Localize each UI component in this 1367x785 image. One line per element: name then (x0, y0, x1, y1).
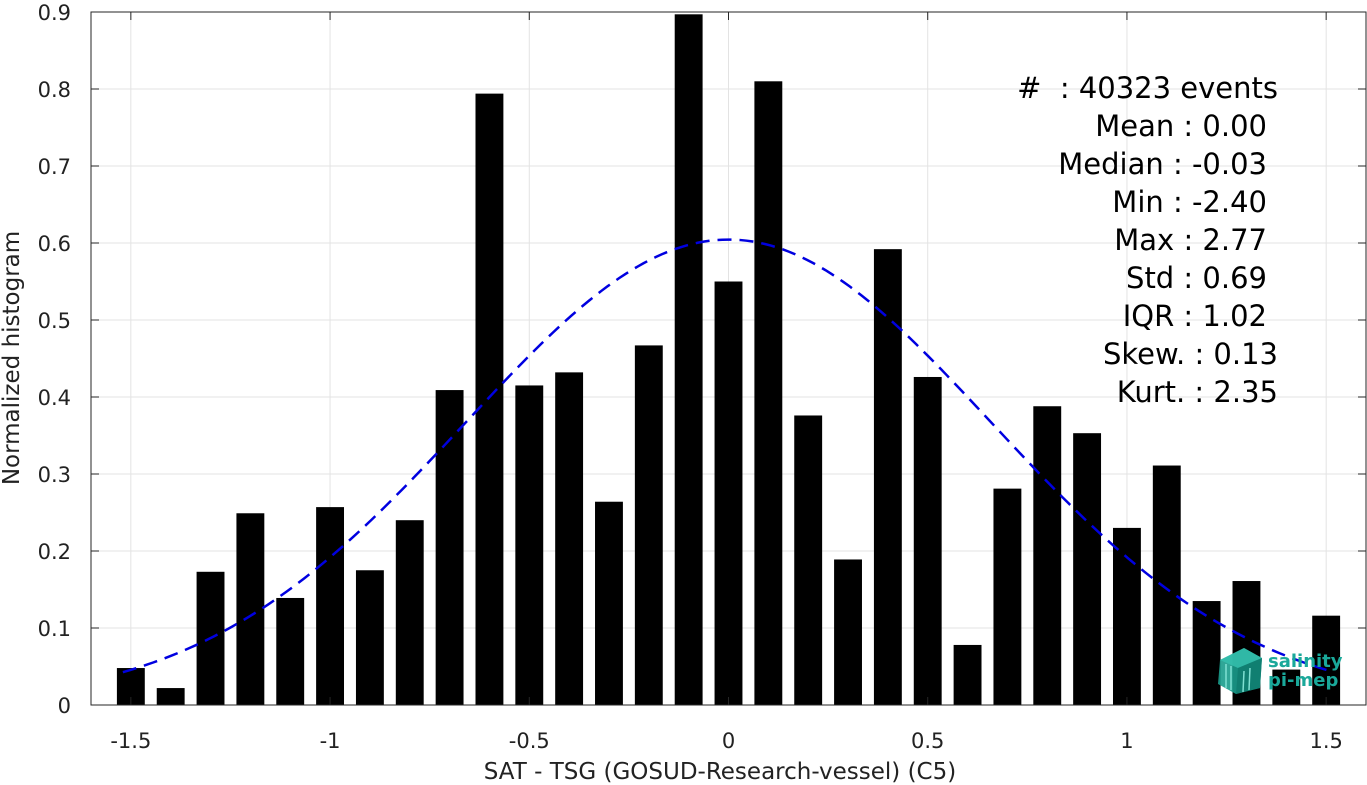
y-tick-label: 0.6 (38, 232, 71, 256)
x-tick-label: -1.5 (110, 729, 151, 753)
histogram-bar (674, 14, 703, 706)
histogram-bar (1312, 615, 1341, 705)
logo-text-pimep: pi-mep (1268, 670, 1338, 691)
histogram-bar (316, 507, 345, 705)
histogram-bar (1112, 527, 1141, 705)
histogram-bar (515, 385, 544, 705)
stat-iqr: IQR : 1.02 (1123, 299, 1267, 333)
histogram-bar (355, 570, 384, 705)
histogram-bar (993, 488, 1022, 705)
histogram-bar (555, 372, 584, 705)
x-tick-label: -1 (320, 729, 341, 753)
y-tick-labels: 0 0.1 0.2 0.3 0.4 0.5 0.6 0.7 0.8 0.9 (38, 1, 71, 718)
stat-min: Min : -2.40 (1112, 185, 1267, 219)
histogram-bar (873, 249, 902, 705)
histogram-bar (953, 644, 982, 705)
stat-kurt: Kurt. : 2.35 (1117, 375, 1278, 409)
x-tick-labels: -1.5 -1 -0.5 0 0.5 1 1.5 (110, 729, 1343, 753)
histogram-bar (1033, 406, 1062, 705)
salinity-pimep-logo: salinity pi-mep (1218, 648, 1343, 694)
histogram-bar (714, 281, 743, 705)
x-tick-label: 1 (1120, 729, 1133, 753)
histogram-bar (1192, 601, 1221, 705)
histogram-bar (1073, 433, 1102, 705)
x-tick-label: 0 (722, 729, 735, 753)
x-tick-label: 1.5 (1309, 729, 1342, 753)
stat-std: Std : 0.69 (1126, 261, 1267, 295)
histogram-bar (913, 376, 942, 705)
histogram-bar (834, 559, 862, 705)
histogram-bar (754, 81, 783, 706)
histogram-bar (595, 501, 623, 705)
gaussian-fit-curve (122, 238, 1335, 674)
stat-max: Max : 2.77 (1114, 223, 1267, 257)
histogram-bar (156, 688, 185, 705)
histogram-bar (435, 390, 464, 705)
stat-median: Median : -0.03 (1058, 147, 1267, 181)
histogram-bar (794, 415, 823, 705)
histogram-bar (276, 597, 305, 705)
histogram-bar (236, 513, 265, 705)
tick-marks (91, 11, 1366, 706)
y-tick-label: 0.4 (38, 386, 71, 410)
y-tick-label: 0.8 (38, 78, 71, 102)
y-tick-label: 0.7 (38, 155, 71, 179)
x-tick-label: -0.5 (509, 729, 550, 753)
x-axis-label: SAT - TSG (GOSUD-Research-vessel) (C5) (484, 759, 956, 785)
histogram-bar (395, 520, 424, 705)
stat-mean: Mean : 0.00 (1095, 109, 1267, 143)
y-tick-label: 0.3 (38, 463, 71, 487)
logo-text-salinity: salinity (1268, 651, 1343, 672)
logo-cube-icon (1218, 648, 1262, 694)
histogram-bar (634, 345, 663, 705)
y-tick-label: 0.1 (38, 617, 71, 641)
x-tick-label: 0.5 (911, 729, 944, 753)
stat-skew: Skew. : 0.13 (1103, 337, 1278, 371)
stat-count: # : 40323 events (1017, 71, 1278, 105)
histogram-bar (475, 93, 504, 706)
histogram-bar (1272, 669, 1301, 705)
stats-annotation: # : 40323 events Mean : 0.00 Median : -0… (1017, 71, 1278, 409)
y-tick-label: 0 (58, 694, 71, 718)
y-tick-label: 0.2 (38, 540, 71, 564)
y-axis-label: Normalized histogram (0, 231, 25, 485)
y-tick-label: 0.5 (38, 309, 71, 333)
y-tick-label: 0.9 (38, 1, 71, 25)
histogram-bar (1152, 465, 1181, 705)
